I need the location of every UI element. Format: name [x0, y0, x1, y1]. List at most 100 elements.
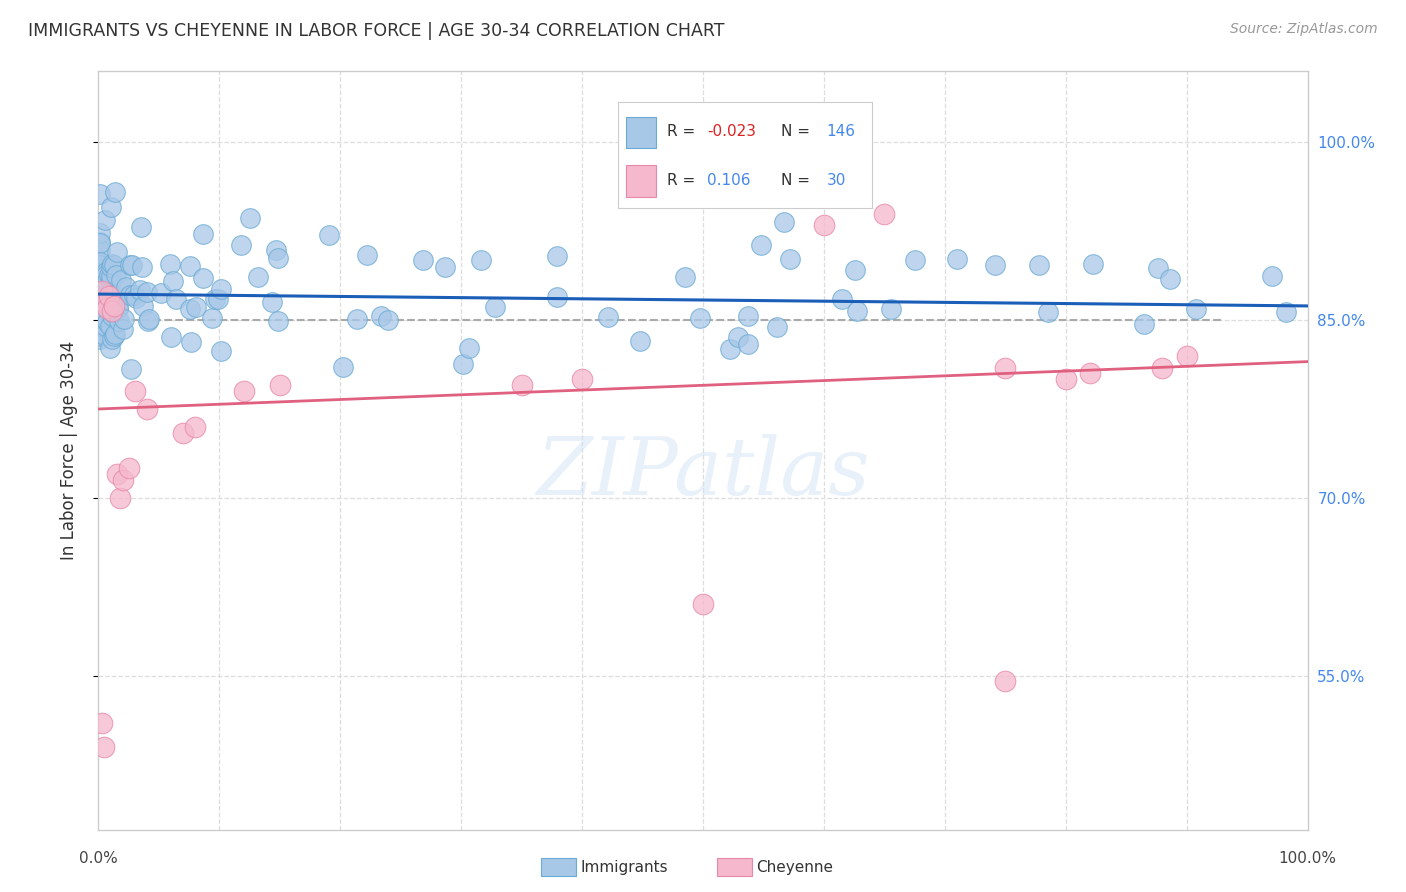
Point [718, 342, 741, 356]
Point [104, 303, 127, 318]
Point [231, 237, 253, 252]
Point [779, 252, 801, 266]
Point [131, 299, 153, 313]
Point [150, 285, 173, 300]
Point [97, 268, 120, 282]
Point [96, 274, 118, 288]
Point [727, 330, 749, 344]
Point [108, 491, 131, 505]
Point [115, 279, 138, 293]
Point [89, 268, 111, 282]
Point [1147, 260, 1170, 275]
Point [1132, 317, 1154, 331]
Point [135, 402, 157, 417]
Point [412, 252, 434, 267]
Point [89, 255, 111, 269]
Point [89, 259, 111, 273]
Point [159, 257, 181, 271]
Point [1081, 257, 1104, 271]
Point [94, 213, 117, 227]
Point [91, 284, 114, 298]
Point [98, 318, 121, 333]
Point [103, 296, 125, 310]
Point [89, 317, 111, 331]
Point [356, 248, 378, 262]
Point [120, 362, 142, 376]
Point [1152, 360, 1174, 375]
Point [89, 310, 111, 325]
Point [112, 312, 135, 326]
Point [98, 289, 121, 303]
Point [1185, 302, 1208, 317]
Point [184, 301, 207, 315]
Point [98, 341, 121, 355]
Point [204, 293, 226, 307]
Point [111, 321, 134, 335]
Point [984, 259, 1007, 273]
Point [89, 332, 111, 346]
Point [232, 384, 254, 399]
Point [628, 334, 651, 348]
Point [124, 291, 146, 305]
Point [1028, 258, 1050, 272]
Point [104, 268, 127, 282]
Point [1159, 272, 1181, 286]
Point [246, 270, 269, 285]
Point [101, 309, 124, 323]
Text: Source: ZipAtlas.com: Source: ZipAtlas.com [1230, 22, 1378, 37]
Point [546, 250, 568, 264]
Point [91, 305, 114, 319]
Point [121, 258, 143, 272]
Point [946, 252, 969, 266]
Point [90, 289, 112, 303]
Point [103, 326, 125, 341]
Point [129, 219, 152, 234]
Point [1274, 305, 1296, 319]
Point [104, 185, 127, 199]
Point [994, 360, 1017, 375]
Point [318, 227, 340, 242]
Point [994, 674, 1017, 689]
Point [207, 292, 229, 306]
Point [89, 307, 111, 321]
Text: Immigrants: Immigrants [581, 860, 668, 874]
Point [346, 312, 368, 326]
Point [120, 258, 142, 272]
Point [191, 227, 214, 242]
Point [96, 301, 118, 316]
Point [844, 262, 866, 277]
Point [100, 303, 122, 318]
Point [510, 378, 533, 392]
Point [89, 256, 111, 270]
Point [201, 311, 224, 326]
Point [89, 310, 111, 325]
Point [124, 384, 146, 399]
Point [138, 312, 160, 326]
Point [103, 258, 125, 272]
Point [765, 319, 787, 334]
Point [179, 259, 201, 273]
Point [1078, 367, 1101, 381]
Point [107, 314, 129, 328]
Point [451, 357, 474, 371]
Point [1054, 372, 1077, 386]
Point [100, 268, 122, 283]
Point [546, 290, 568, 304]
Point [107, 301, 129, 315]
Point [89, 284, 111, 298]
Point [101, 332, 124, 346]
Point [101, 257, 124, 271]
Point [179, 301, 201, 316]
Point [89, 266, 111, 280]
Point [689, 311, 711, 326]
Point [377, 313, 399, 327]
Point [873, 206, 896, 220]
Point [89, 303, 111, 318]
Point [180, 335, 202, 350]
Point [673, 270, 696, 285]
Point [91, 715, 114, 730]
Point [904, 253, 927, 268]
Point [107, 301, 129, 316]
Point [111, 473, 134, 487]
Point [131, 260, 153, 274]
